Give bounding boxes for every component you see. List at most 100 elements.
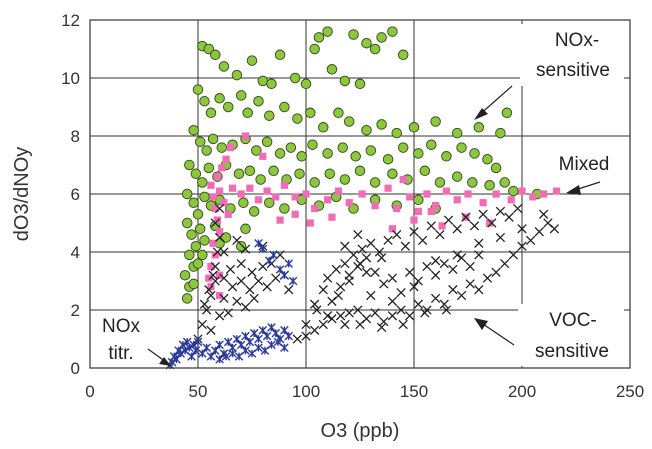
voc-sensitive-point: [309, 325, 320, 335]
y-tick-label-2: 2: [71, 301, 80, 320]
nox-titration-point: [245, 337, 255, 347]
voc-sensitive-point: [333, 290, 344, 301]
mixed-point: [280, 181, 288, 189]
nox-sensitive-point: [279, 101, 290, 113]
voc-sensitive-point: [405, 311, 415, 321]
voc-sensitive-point: [456, 290, 467, 301]
plot-frame: [89, 19, 631, 369]
nox-titration-point: [267, 323, 276, 332]
nox-sensitive-point: [499, 177, 510, 188]
voc-sensitive-point: [206, 290, 216, 301]
annotation-voc-sensitive-line-1: VOC-: [549, 310, 597, 331]
nox-sensitive-point: [441, 151, 452, 162]
mixed-point: [345, 199, 353, 207]
mixed-point: [211, 204, 219, 213]
nox-sensitive-point: [248, 206, 260, 217]
voc-sensitive-point: [379, 279, 389, 289]
nox-sensitive-point: [339, 174, 351, 185]
mixed-point: [334, 187, 342, 195]
nox-sensitive-point: [218, 61, 230, 72]
voc-sensitive-point: [448, 285, 458, 295]
voc-sensitive-point: [335, 311, 346, 321]
voc-sensitive-point: [344, 276, 354, 286]
voc-sensitive-point: [474, 285, 484, 295]
x-tick-label-0: 0: [85, 382, 94, 401]
nox-sensitive-point: [210, 49, 221, 61]
mixed-point: [205, 274, 213, 282]
annotation-nox-titration-bg: [94, 312, 150, 366]
nox-sensitive-point: [413, 148, 424, 159]
mixed-point: [518, 187, 526, 195]
nox-sensitive-point: [354, 165, 366, 177]
nox-sensitive-point: [495, 127, 506, 139]
nox-sensitive-point: [261, 136, 273, 148]
mixed-point: [207, 181, 215, 189]
voc-sensitive-point: [396, 287, 406, 298]
nox-sensitive-point: [469, 148, 480, 159]
nox-titration-point: [249, 328, 259, 338]
voc-sensitive-point: [348, 250, 359, 260]
nox-sensitive-point: [274, 148, 286, 159]
series-nox-sensitive: [179, 26, 543, 304]
y-tick-label-10: 10: [61, 69, 80, 88]
voc-sensitive-point: [409, 282, 419, 292]
nox-titration-point: [264, 256, 274, 265]
voc-sensitive-point: [214, 311, 225, 321]
mixed-point: [226, 144, 234, 152]
nox-sensitive-point: [294, 168, 305, 179]
mixed-point: [216, 271, 224, 279]
nox-sensitive-point: [251, 145, 262, 156]
mixed-point: [393, 204, 401, 213]
voc-sensitive-point: [452, 250, 462, 260]
nox-sensitive-point: [257, 75, 269, 87]
voc-sensitive-point: [400, 241, 411, 251]
nox-sensitive-point: [285, 142, 297, 153]
annotation-mixed-label: Mixed: [559, 154, 610, 175]
voc-sensitive-point: [344, 308, 354, 318]
x-tick-label-50: 50: [189, 382, 208, 401]
y-tick-label-12: 12: [61, 11, 80, 30]
nox-sensitive-point: [309, 43, 320, 55]
mixed-point: [254, 196, 263, 204]
nox-titration-point: [269, 250, 278, 260]
voc-sensitive-point: [225, 264, 236, 275]
annotation-voc-sensitive-line-2: sensitive: [535, 341, 609, 362]
voc-sensitive-point: [374, 247, 385, 257]
nox-sensitive-point: [289, 72, 301, 84]
voc-sensitive-point: [549, 224, 560, 234]
nox-sensitive-point: [238, 197, 249, 208]
nox-titration-point: [236, 340, 246, 350]
mixed-point: [442, 187, 450, 195]
annotation-mixed-bg: [546, 151, 622, 177]
nox-sensitive-point: [235, 90, 247, 101]
voc-sensitive-point: [387, 273, 398, 283]
voc-sensitive-point: [430, 256, 441, 266]
nox-sensitive-point: [201, 145, 212, 156]
nox-titration-point: [258, 326, 268, 335]
voc-sensitive-point: [443, 215, 454, 225]
mixed-point: [388, 225, 396, 233]
mixed-point: [216, 228, 224, 236]
nox-sensitive-point: [279, 203, 290, 214]
nox-titration-point: [210, 346, 220, 355]
voc-sensitive-point: [452, 224, 462, 234]
voc-sensitive-point: [448, 264, 458, 275]
mixed-point: [507, 196, 515, 204]
nox-sensitive-point: [361, 124, 372, 136]
mixed-point: [237, 190, 245, 198]
voc-sensitive-point: [223, 308, 233, 318]
voc-sensitive-point: [340, 319, 350, 330]
nox-titration-point: [267, 340, 276, 350]
annotation-nox-sensitive-bg: [520, 24, 624, 86]
voc-sensitive-point: [398, 319, 408, 330]
voc-sensitive-point: [322, 273, 333, 283]
nox-titration-point: [172, 355, 181, 364]
nox-sensitive-point: [203, 43, 215, 55]
mixed-point: [216, 187, 224, 195]
nox-titration-point: [193, 337, 203, 347]
nox-sensitive-point: [181, 188, 193, 200]
nox-sensitive-point: [300, 78, 312, 90]
voc-sensitive-point: [210, 261, 220, 272]
voc-sensitive-point: [335, 282, 346, 292]
mixed-point: [218, 164, 226, 172]
